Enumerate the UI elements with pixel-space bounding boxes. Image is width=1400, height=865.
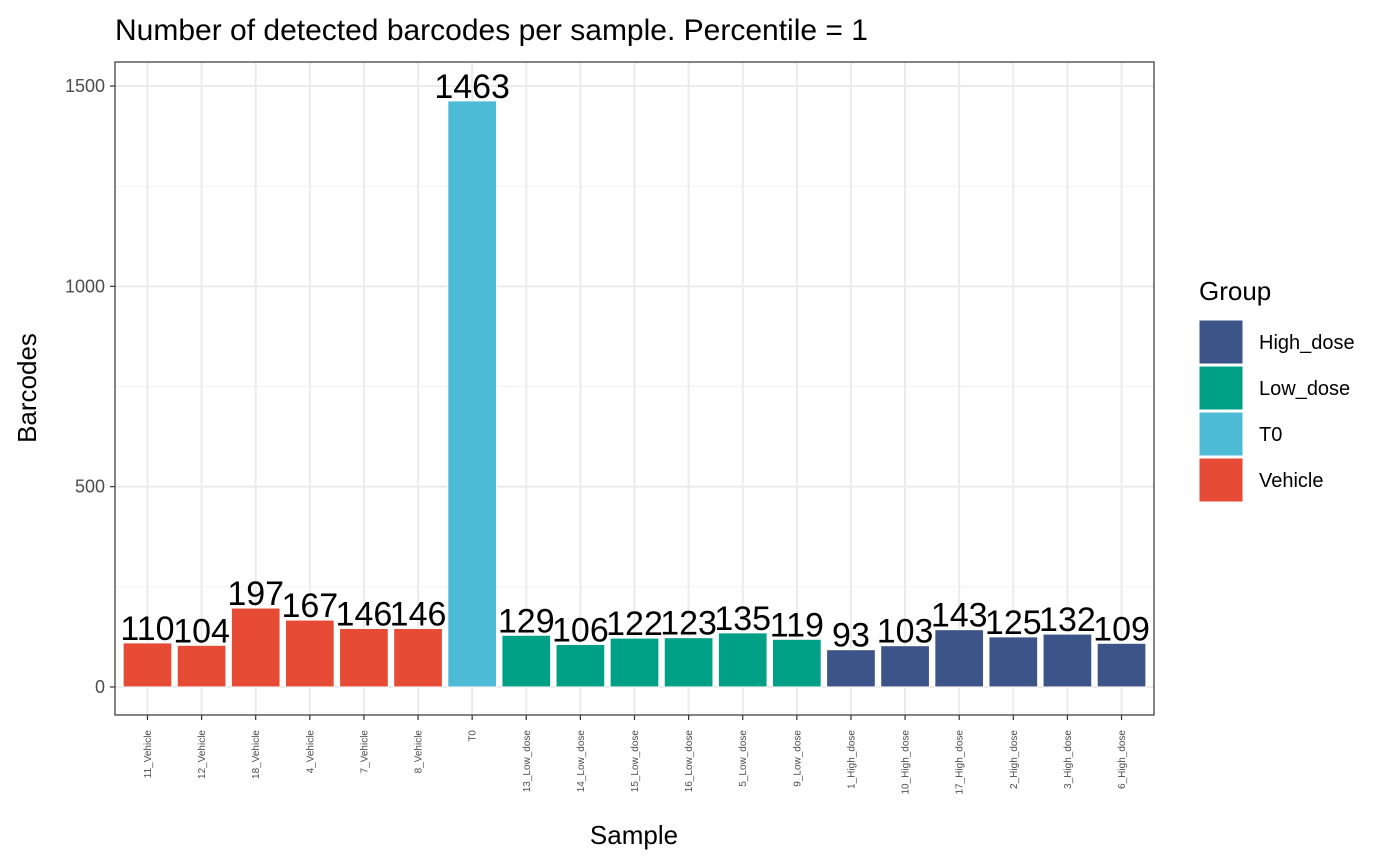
x-tick-label: 9_Low_dose bbox=[792, 730, 803, 787]
x-tick-label: 13_Low_dose bbox=[522, 730, 533, 793]
bar-18_Vehicle bbox=[230, 607, 281, 688]
legend: Group High_dose Low_dose T0 Vehicle bbox=[1198, 276, 1355, 503]
bar-10_High_dose bbox=[880, 645, 930, 688]
bar-T0 bbox=[447, 100, 498, 688]
x-tick-label: 11_Vehicle bbox=[143, 730, 154, 779]
bar-6_High_dose bbox=[1096, 642, 1147, 688]
bar-15_Low_dose bbox=[609, 637, 660, 688]
bar-value-label: 143 bbox=[931, 597, 988, 635]
x-axis-title: Sample bbox=[590, 820, 678, 850]
bar-5_Low_dose bbox=[717, 632, 768, 688]
x-tick-label: 12_Vehicle bbox=[197, 730, 208, 779]
bar-value-label: 119 bbox=[770, 606, 824, 644]
bar-17_High_dose bbox=[934, 629, 985, 688]
legend-label: High_dose bbox=[1259, 332, 1355, 354]
bar-1_High_dose bbox=[826, 649, 876, 688]
bar-value-label: 103 bbox=[877, 613, 934, 651]
bar-8_Vehicle bbox=[393, 627, 443, 688]
bar-value-label: 109 bbox=[1093, 610, 1150, 648]
legend-title: Group bbox=[1199, 276, 1271, 306]
x-tick-label: 7_Vehicle bbox=[359, 730, 370, 774]
bar-9_Low_dose bbox=[771, 638, 822, 688]
x-tick-label: 10_High_dose bbox=[901, 730, 912, 795]
legend-key bbox=[1198, 365, 1244, 411]
bar-4_Vehicle bbox=[284, 619, 335, 688]
y-tick-label: 0 bbox=[95, 677, 105, 697]
bar-value-label: 106 bbox=[552, 611, 609, 649]
x-tick-label: T0 bbox=[468, 730, 479, 742]
bar-value-label: 93 bbox=[832, 617, 870, 655]
x-tick-label: 14_Low_dose bbox=[576, 730, 587, 793]
x-axis: 11_Vehicle 12_Vehicle 18_Vehicle 4_Vehicle 7… bbox=[143, 715, 1128, 795]
bar-labels: 1101041971671461461463129106122123135119… bbox=[120, 68, 1150, 655]
x-tick-label: 8_Vehicle bbox=[414, 730, 425, 774]
bar-12_Vehicle bbox=[176, 644, 227, 688]
bar-value-label: 135 bbox=[714, 600, 771, 638]
y-tick-label: 1500 bbox=[65, 76, 105, 96]
y-tick-label: 500 bbox=[75, 477, 105, 497]
x-tick-label: 18_Vehicle bbox=[251, 730, 262, 779]
x-tick-label: 3_High_dose bbox=[1063, 730, 1074, 789]
y-axis: 0 500 1000 1500 bbox=[65, 76, 115, 697]
bars bbox=[122, 100, 1147, 688]
x-tick-label: 4_Vehicle bbox=[305, 730, 316, 774]
bar-value-label: 132 bbox=[1039, 601, 1096, 639]
grid bbox=[115, 62, 1154, 715]
legend-label: Low_dose bbox=[1259, 378, 1350, 400]
bar-value-label: 110 bbox=[120, 610, 174, 648]
x-tick-label: 2_High_dose bbox=[1009, 730, 1020, 789]
bar-value-label: 146 bbox=[390, 595, 447, 633]
legend-label: T0 bbox=[1259, 424, 1282, 446]
chart-title: Number of detected barcodes per sample. … bbox=[115, 14, 868, 47]
bar-16_Low_dose bbox=[663, 637, 714, 688]
y-axis-title: Barcodes bbox=[12, 333, 42, 443]
bar-value-label: 122 bbox=[606, 605, 663, 643]
legend-key bbox=[1198, 319, 1244, 365]
x-tick-label: 15_Low_dose bbox=[630, 730, 641, 793]
bar-value-label: 1463 bbox=[434, 68, 510, 106]
legend-key bbox=[1198, 411, 1244, 457]
bar-value-label: 129 bbox=[498, 602, 555, 640]
legend-label: Vehicle bbox=[1259, 470, 1324, 492]
bar-7_Vehicle bbox=[339, 627, 389, 688]
x-tick-label: 6_High_dose bbox=[1117, 730, 1128, 789]
bar-value-label: 104 bbox=[173, 612, 230, 650]
y-tick-label: 1000 bbox=[65, 276, 105, 296]
bar-2_High_dose bbox=[988, 636, 1039, 688]
bar-value-label: 123 bbox=[660, 605, 717, 643]
bar-3_High_dose bbox=[1042, 633, 1093, 688]
bar-13_Low_dose bbox=[501, 634, 552, 688]
bar-value-label: 146 bbox=[336, 595, 393, 633]
legend-key bbox=[1198, 457, 1244, 503]
x-tick-label: 16_Low_dose bbox=[684, 730, 695, 793]
x-tick-label: 17_High_dose bbox=[955, 730, 966, 795]
bar-14_Low_dose bbox=[555, 643, 606, 688]
bar-11_Vehicle bbox=[122, 642, 173, 688]
x-tick-label: 1_High_dose bbox=[846, 730, 857, 789]
x-tick-label: 5_Low_dose bbox=[738, 730, 749, 787]
bar-value-label: 125 bbox=[985, 604, 1042, 642]
bar-value-label: 167 bbox=[281, 587, 338, 625]
bar-value-label: 197 bbox=[227, 575, 284, 613]
